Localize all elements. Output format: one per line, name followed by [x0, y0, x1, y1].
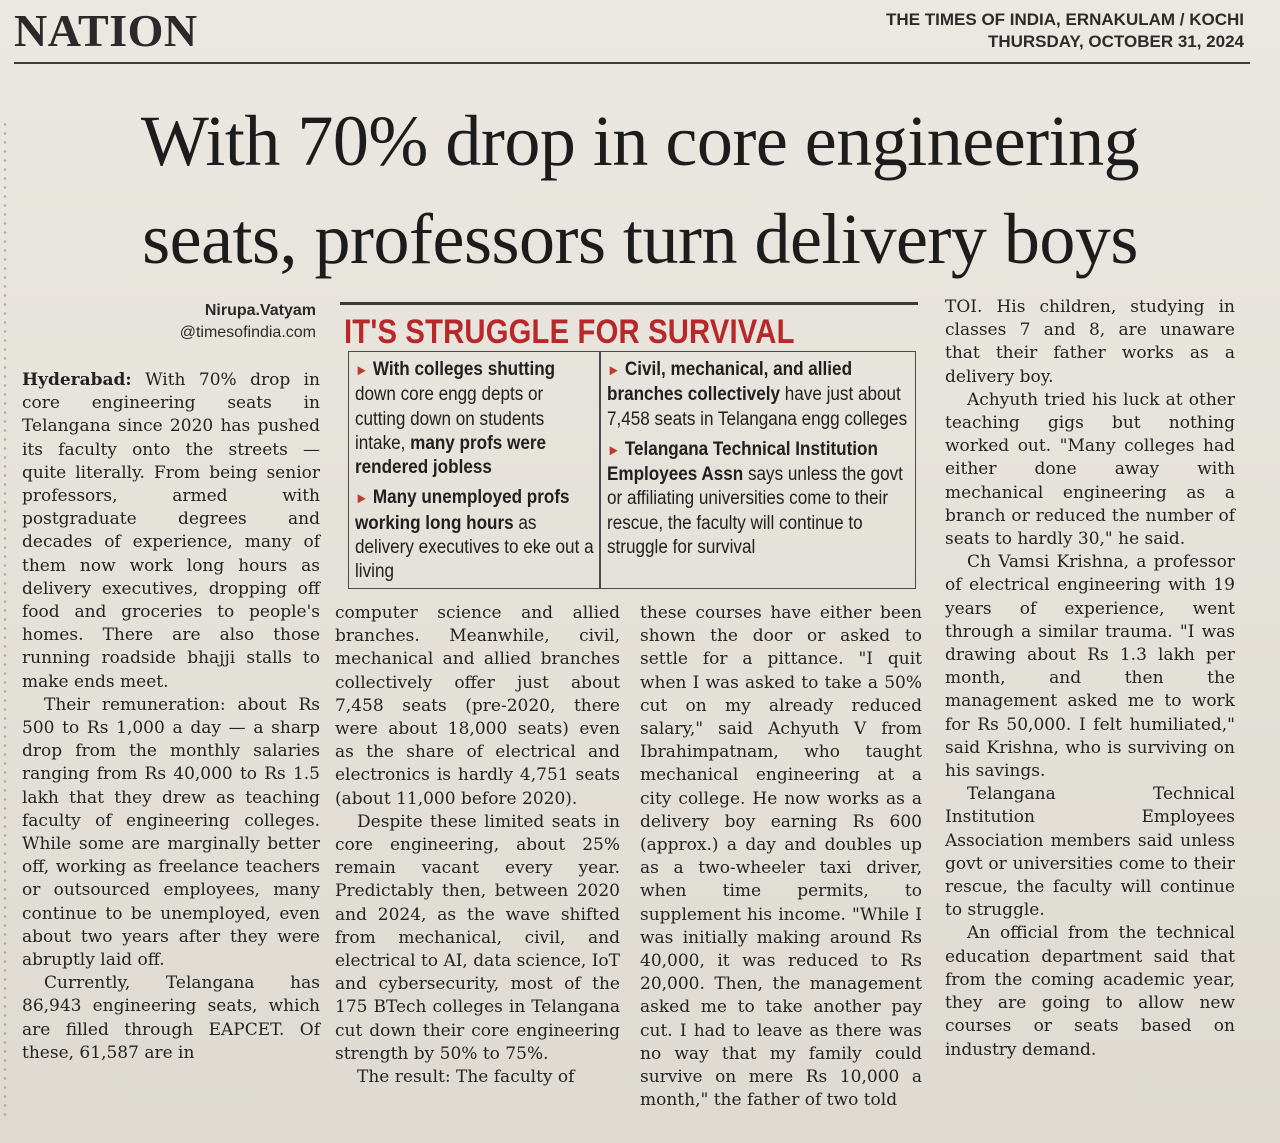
- article-paragraph: Their remuneration: about Rs 500 to Rs 1…: [22, 694, 320, 971]
- dateline: Hyderabad:: [22, 370, 132, 390]
- article-paragraph: computer science and allied branches. Me…: [335, 603, 620, 809]
- highlight-bold-text: With colleges shutting: [372, 359, 556, 380]
- highlights-left-column: ► With colleges shutting down core engg d…: [355, 358, 596, 591]
- highlight-bold-text: Civil, mechanical, and allied branches c…: [607, 359, 853, 406]
- article-column-2: computer science and allied branches. Me…: [335, 602, 620, 1089]
- publication-date: THURSDAY, OCTOBER 31, 2024: [987, 32, 1244, 51]
- highlight-item: ► Civil, mechanical, and allied branches …: [607, 358, 911, 432]
- article-paragraph: The result: The faculty of: [357, 1067, 575, 1088]
- highlight-text: as delivery executives to eke out a livi…: [355, 512, 594, 583]
- headline: With 70% drop in core engineering seats,…: [40, 92, 1240, 288]
- header-rule: [14, 62, 1250, 64]
- page-edge-perforation: [3, 120, 7, 1120]
- publication-name: THE TIMES OF INDIA, ERNAKULAM / KOCHI: [886, 10, 1244, 29]
- byline-name: Nirupa.Vatyam: [204, 302, 316, 319]
- article-column-3: these courses have either been shown the…: [640, 602, 922, 1112]
- paragraph-text: With 70% drop in core engineering seats …: [22, 370, 320, 692]
- arrow-bullet-icon: ►: [607, 362, 621, 379]
- highlights-divider: [599, 352, 601, 588]
- highlight-item: ► With colleges shutting down core engg d…: [355, 358, 596, 480]
- arrow-bullet-icon: ►: [607, 441, 621, 459]
- arrow-bullet-icon: ►: [355, 362, 369, 379]
- article-paragraph: Telangana Technical Institution Employee…: [945, 784, 1235, 921]
- highlight-bold-text: many profs were rendered jobless: [355, 432, 547, 479]
- masthead: THE TIMES OF INDIA, ERNAKULAM / KOCHI TH…: [886, 9, 1244, 53]
- article-paragraph: TOI. His children, studying in classes 7…: [945, 297, 1235, 387]
- byline: Nirupa.Vatyam @timesofindia.com: [36, 300, 316, 344]
- highlights-right-column: ► Civil, mechanical, and allied branches …: [607, 358, 911, 566]
- article-paragraph: Hyderabad: With 70% drop in core enginee…: [22, 369, 320, 694]
- article-column-4: TOI. His children, studying in classes 7…: [945, 296, 1235, 1062]
- headline-line-2: seats, professors turn delivery boys: [142, 199, 1138, 279]
- highlight-item: ► Telangana Technical Institution Employe…: [607, 438, 911, 560]
- article-paragraph: Currently, Telangana has 86,943 engineer…: [22, 973, 320, 1063]
- article-paragraph: Ch Vamsi Krishna, a professor of electri…: [945, 552, 1235, 782]
- article-paragraph: Achyuth tried his luck at other teaching…: [945, 389, 1235, 550]
- article-paragraph: Despite these limited seats in core engi…: [335, 811, 620, 1064]
- highlight-bold-text: Telangana Technical Institution Employee…: [607, 438, 878, 486]
- byline-email: @timesofindia.com: [179, 324, 316, 341]
- highlight-text: down core engg depts or cutting down on …: [355, 384, 545, 454]
- article-paragraph: these courses have either been shown the…: [640, 603, 922, 1111]
- highlight-item: ► Many unemployed profs working long hour…: [355, 486, 596, 584]
- article-column-1: Hyderabad: With 70% drop in core enginee…: [22, 369, 320, 1065]
- section-label: NATION: [14, 5, 198, 56]
- highlight-text: says unless the govt or affiliating univ…: [607, 464, 903, 559]
- article-paragraph: An official from the technical education…: [945, 923, 1235, 1060]
- highlights-frame: ► With colleges shutting down core engg d…: [348, 351, 916, 589]
- headline-line-1: With 70% drop in core engineering: [140, 101, 1140, 181]
- highlight-text: have just about 7,458 seats in Telangana…: [607, 384, 908, 430]
- highlight-bold-text: Many unemployed profs working long hours: [355, 487, 570, 534]
- highlights-box: IT'S STRUGGLE FOR SURVIVAL ► With college…: [340, 302, 918, 591]
- highlights-title: IT'S STRUGGLE FOR SURVIVAL: [344, 313, 795, 351]
- arrow-bullet-icon: ►: [355, 490, 369, 508]
